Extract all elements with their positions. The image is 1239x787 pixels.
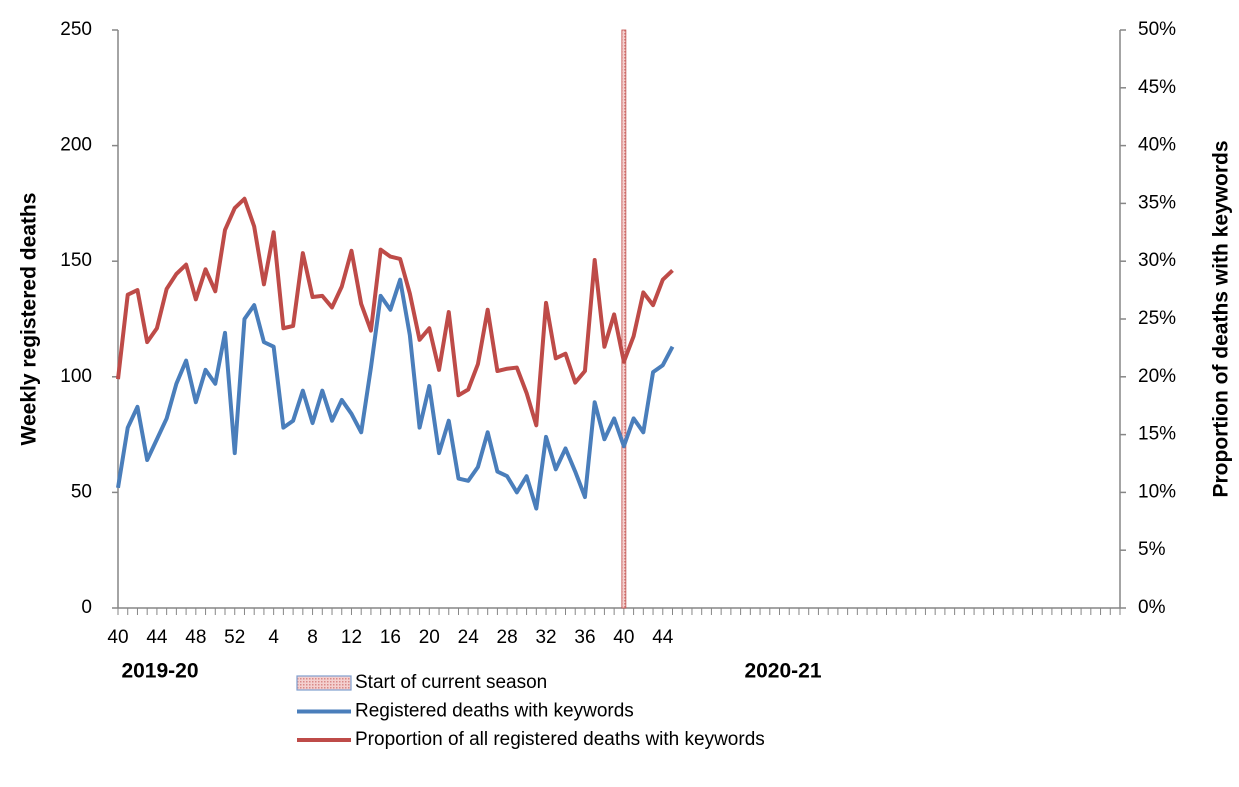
y-tick-label: 50: [71, 481, 92, 502]
y2-tick-label: 35%: [1138, 192, 1176, 213]
x-tick-label: 28: [497, 627, 518, 648]
y-tick-label: 200: [60, 135, 92, 156]
season-marker: [621, 29, 627, 609]
y2-tick-label: 50%: [1138, 19, 1176, 40]
x-tick-label: 8: [307, 627, 318, 648]
x-tick-label: 36: [574, 627, 595, 648]
x-tick-label: 40: [107, 627, 128, 648]
x-tick-label: 44: [146, 627, 168, 648]
legend-swatch: [296, 675, 352, 691]
y2-tick-label: 30%: [1138, 250, 1176, 271]
y-tick-label: 250: [60, 19, 92, 40]
y-axis-title: Weekly registered deaths: [18, 193, 41, 446]
series-line: [116, 196, 674, 428]
x-tick-label: 44: [652, 627, 674, 648]
x-tick-label: 52: [224, 627, 245, 648]
y2-tick-label: 5%: [1138, 539, 1166, 560]
x-tick-label: 20: [419, 627, 440, 648]
y2-axis-title: Proportion of deaths with keywords: [1210, 140, 1233, 497]
x-tick-label: 24: [458, 627, 480, 648]
x-tick-label: 16: [380, 627, 401, 648]
y-tick-label: 100: [60, 366, 92, 387]
y2-tick-label: 45%: [1138, 77, 1176, 98]
season-label: 2019-20: [121, 660, 198, 683]
x-tick-label: 40: [613, 627, 634, 648]
y2-tick-label: 20%: [1138, 366, 1176, 387]
season-label: 2020-21: [744, 660, 821, 683]
y2-tick-label: 25%: [1138, 308, 1176, 329]
y2-tick-label: 0%: [1138, 597, 1166, 618]
x-tick-label: 12: [341, 627, 362, 648]
y-tick-label: 150: [60, 250, 92, 271]
x-tick-label: 32: [535, 627, 556, 648]
y2-tick-label: 40%: [1138, 135, 1176, 156]
legend-label: Start of current season: [355, 672, 547, 693]
x-tick-label: 4: [268, 627, 279, 648]
y2-tick-label: 15%: [1138, 424, 1176, 445]
y2-tick-label: 10%: [1138, 481, 1176, 502]
legend-label: Proportion of all registered deaths with…: [355, 729, 765, 750]
series-line: [116, 277, 675, 511]
x-tick-label: 48: [185, 627, 206, 648]
legend-label: Registered deaths with keywords: [355, 701, 634, 722]
y-tick-label: 0: [81, 597, 92, 618]
